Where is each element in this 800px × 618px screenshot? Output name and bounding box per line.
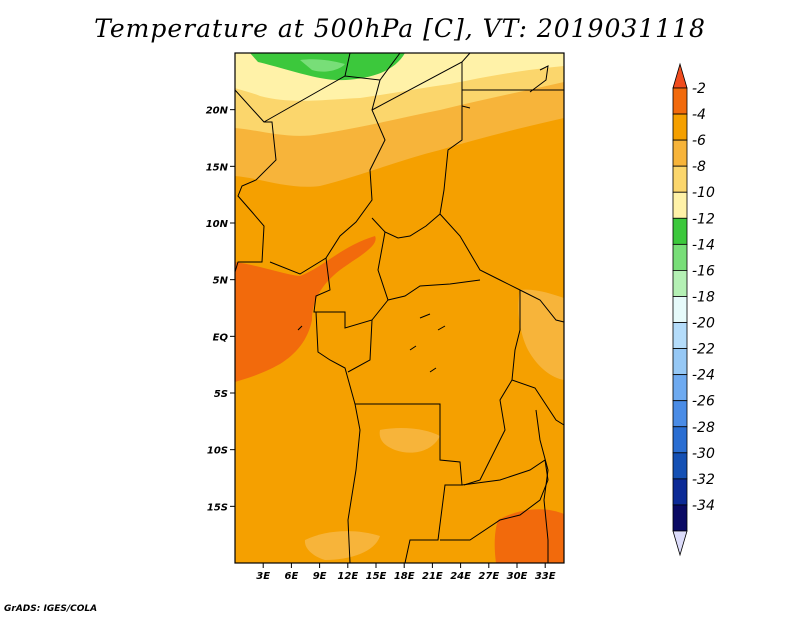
lon-tick-label: 30E	[507, 571, 528, 582]
lon-tick-label: 15E	[366, 571, 387, 582]
colorbar-label: -8	[692, 159, 706, 175]
lat-tick-label: 15S	[207, 502, 228, 513]
lat-tick-label: 5N	[213, 276, 229, 287]
temperature-field	[235, 53, 564, 563]
lat-tick-label: 20N	[206, 106, 229, 117]
colorbar-bottom-triangle	[672, 530, 688, 557]
border-gabon-congo-coast	[315, 311, 356, 405]
colorbar-segment	[672, 270, 688, 297]
border-algeria-niger	[344, 52, 351, 77]
colorbar-segment	[672, 296, 688, 323]
border-car-congo	[377, 231, 481, 301]
colorbar-segment	[672, 87, 688, 115]
border-angola-coast	[347, 403, 361, 564]
border-sinai	[529, 65, 549, 93]
colorbar-label: -16	[692, 263, 715, 279]
colorbar-label: -32	[692, 472, 715, 488]
colorbar-segment	[672, 165, 688, 193]
colorbar-segment	[672, 400, 688, 428]
border-libya-niger	[379, 52, 401, 81]
lat-tick-label: 10N	[206, 219, 229, 230]
colorbar-label: -2	[692, 81, 706, 97]
colorbar-segment	[672, 322, 688, 349]
border-tanzania-north	[511, 379, 565, 426]
colorbar-label: -22	[692, 342, 715, 358]
plot-frame	[234, 52, 565, 564]
colorbar-segment	[672, 113, 688, 141]
field-band-cool-patch-south	[379, 428, 440, 453]
colorbar-label: -4	[692, 107, 706, 123]
colorbar-label: -28	[692, 420, 715, 436]
lat-tick-label: EQ	[213, 332, 229, 343]
lon-tick-label: 27E	[478, 571, 499, 582]
colorbar-segment	[672, 478, 688, 506]
colorbar-segment	[672, 217, 688, 245]
country-borders	[234, 52, 565, 564]
colorbar-label: -18	[692, 289, 715, 305]
colorbar-label: -20	[692, 316, 715, 332]
border-car-south-sudan	[439, 213, 521, 291]
colorbar-segment	[672, 191, 688, 219]
border-uganda-kenya	[519, 289, 565, 323]
border-cameroon-gabon	[313, 257, 389, 329]
colorbar-segment	[672, 139, 688, 167]
border-lake-malawi	[535, 409, 549, 563]
border-zambia-tanzania-mozambique	[440, 459, 549, 541]
colorbar-label: -6	[692, 133, 706, 149]
colorbar-segment	[672, 374, 688, 402]
lat-tick-label: 15N	[206, 162, 229, 173]
border-west-coast	[234, 89, 277, 273]
lon-tick-label: 24E	[450, 571, 471, 582]
colorbar: -2 -4 -6 -8 -10 -12 -14 -16 -18 -20 -22 -24 -26 -28 -3…	[672, 62, 715, 557]
colorbar-top-triangle	[672, 62, 688, 89]
colorbar-segment	[672, 426, 688, 454]
lat-tick-label: 5S	[214, 389, 228, 400]
lon-tick-label: 33E	[535, 571, 556, 582]
colorbar-label: -30	[692, 446, 715, 462]
colorbar-segment	[672, 348, 688, 376]
lat-tick-label: 10S	[207, 446, 228, 457]
lake-outlines	[297, 313, 446, 373]
field-band-cool-patch-southwest	[304, 531, 380, 560]
field-band-minus14-minus16	[300, 59, 345, 72]
border-congo-drc	[347, 319, 373, 373]
colorbar-label: -24	[692, 368, 715, 384]
border-chad-sudan	[371, 106, 463, 239]
longitude-axis: 3E 6E 9E 12E 15E 18E 21E 24E 27E 30E 33E	[256, 563, 556, 582]
map-title: Temperature at 500hPa [C], VT: 201903111…	[94, 14, 706, 43]
border-niger-nigeria	[263, 75, 386, 275]
colorbar-label: -10	[692, 185, 715, 201]
lon-tick-label: 21E	[422, 571, 443, 582]
lon-tick-label: 9E	[313, 571, 327, 582]
lon-tick-label: 6E	[285, 571, 299, 582]
lon-tick-label: 3E	[256, 571, 270, 582]
colorbar-segment	[672, 452, 688, 480]
colorbar-label: -14	[692, 237, 715, 253]
field-band-cool-patch-east	[518, 289, 564, 380]
field-band-minus2-minus4-west	[235, 236, 376, 382]
lon-tick-label: 12E	[337, 571, 358, 582]
grads-credit: GrADS: IGES/COLA	[4, 604, 98, 614]
colorbar-segment	[672, 504, 688, 532]
colorbar-label: -34	[692, 498, 715, 514]
field-band-minus2-minus4-southeast	[494, 509, 564, 563]
lon-tick-label: 18E	[394, 571, 415, 582]
border-drc-east	[463, 290, 521, 486]
latitude-axis: 20N 15N 10N 5N EQ 5S 10S 15S	[206, 106, 235, 513]
colorbar-label: -12	[692, 211, 715, 227]
colorbar-label: -26	[692, 394, 715, 410]
colorbar-segment	[672, 243, 688, 271]
